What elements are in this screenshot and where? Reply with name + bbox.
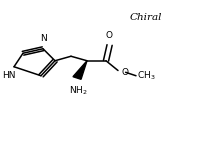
- Text: N: N: [40, 34, 47, 43]
- Polygon shape: [73, 61, 87, 79]
- Text: NH$_2$: NH$_2$: [69, 85, 87, 97]
- Text: Chiral: Chiral: [130, 14, 162, 22]
- Text: O: O: [122, 68, 129, 77]
- Text: HN: HN: [2, 71, 16, 80]
- Text: O: O: [105, 31, 112, 40]
- Text: CH$_3$: CH$_3$: [137, 69, 156, 82]
